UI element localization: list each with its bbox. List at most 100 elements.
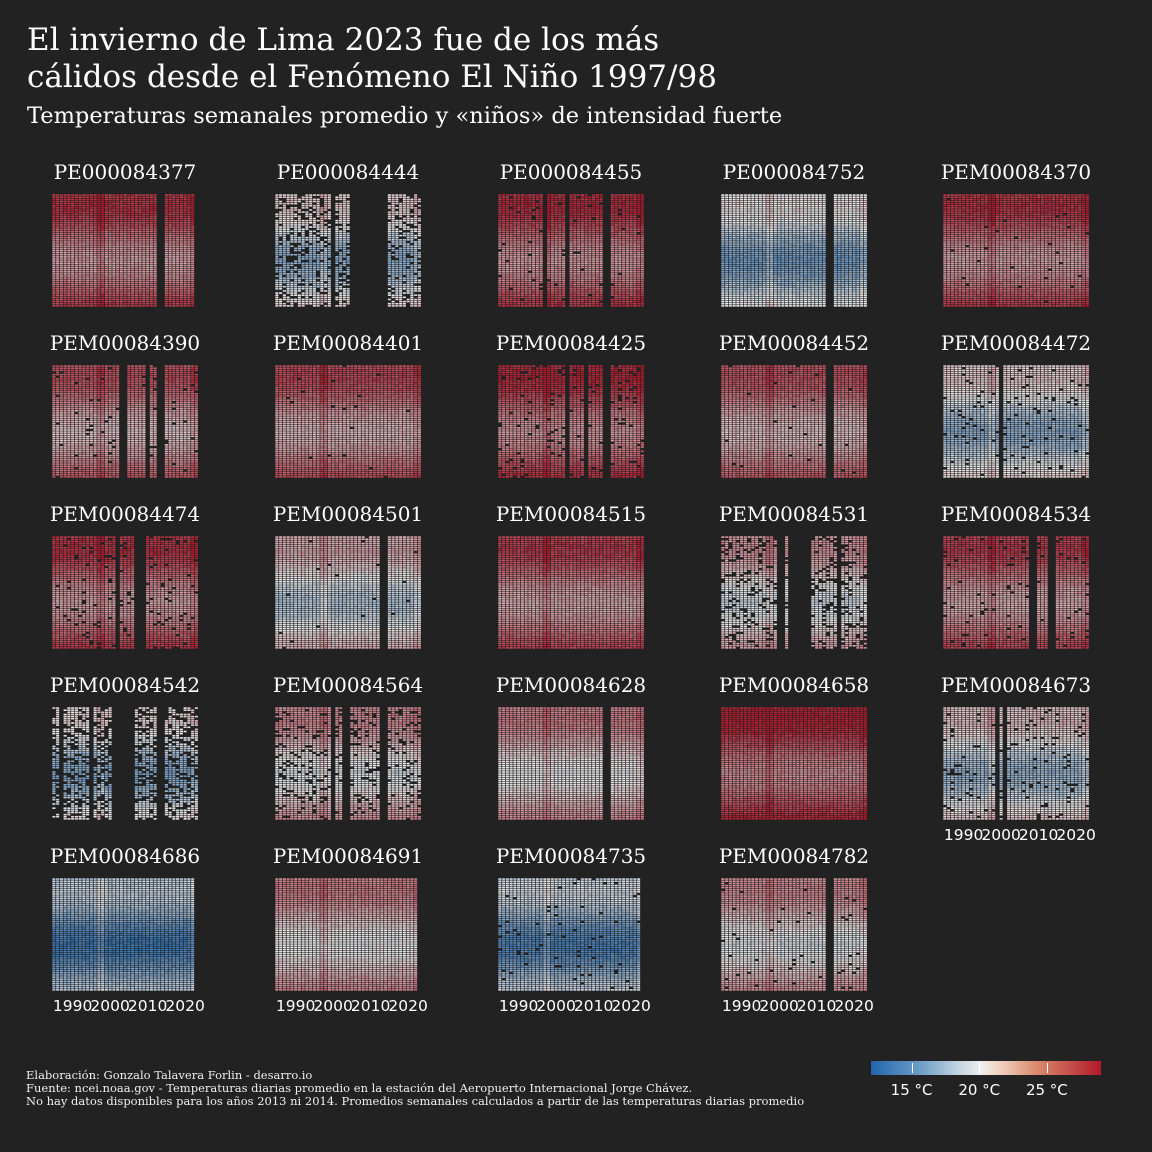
heatmap-cell: [625, 221, 629, 224]
heatmap-cell: [146, 194, 150, 196]
heatmap-cell: [149, 249, 153, 252]
heatmap-cell: [502, 275, 506, 277]
heatmap-cell: [93, 247, 97, 250]
heatmap-cell: [176, 226, 180, 228]
heatmap-cell: [335, 202, 339, 205]
heatmap-cell: [618, 288, 622, 290]
heatmap-cell: [127, 290, 131, 292]
heatmap-cell: [52, 270, 56, 273]
heatmap-cell: [395, 221, 399, 224]
heatmap-cell: [142, 260, 146, 262]
heatmap-cell: [93, 217, 97, 220]
heatmap-cell: [123, 226, 127, 228]
heatmap-cell: [327, 215, 331, 218]
year-column: [346, 194, 350, 305]
year-column: [82, 194, 86, 307]
heatmap-cell: [599, 209, 603, 211]
heatmap-cell: [146, 198, 150, 201]
heatmap-cell: [74, 204, 78, 207]
heatmap-cell: [191, 239, 195, 241]
heatmap-cell: [335, 226, 339, 228]
heatmap-cell: [164, 211, 168, 213]
heatmap-cell: [406, 239, 410, 241]
heatmap-cell: [346, 241, 350, 243]
heatmap-cell: [520, 294, 524, 296]
heatmap-cell: [138, 232, 142, 235]
heatmap-cell: [179, 209, 183, 211]
heatmap-cell: [339, 300, 343, 303]
heatmap-cell: [108, 283, 112, 286]
heatmap-cell: [67, 211, 71, 213]
heatmap-cell: [414, 260, 418, 262]
heatmap-cell: [82, 285, 86, 288]
heatmap-cell: [127, 196, 131, 199]
heatmap-cell: [618, 256, 622, 258]
heatmap-cell: [509, 221, 513, 224]
heatmap-cell: [176, 228, 180, 230]
heatmap-cell: [312, 253, 316, 256]
heatmap-cell: [414, 281, 418, 284]
heatmap-cell: [282, 268, 286, 271]
heatmap-cell: [399, 302, 403, 305]
heatmap-cell: [93, 290, 97, 292]
heatmap-cell: [123, 290, 127, 292]
heatmap-cell: [588, 236, 592, 239]
heatmap-cell: [301, 241, 305, 243]
heatmap-cell: [335, 256, 339, 258]
heatmap-cell: [56, 200, 60, 203]
heatmap-cell: [146, 285, 150, 288]
heatmap-cell: [569, 239, 573, 241]
heatmap-cell: [402, 279, 406, 282]
heatmap-cell: [569, 270, 573, 273]
heatmap-cell: [520, 253, 524, 256]
heatmap-cell: [52, 213, 56, 216]
heatmap-cell: [101, 273, 105, 275]
heatmap-cell: [172, 217, 176, 220]
heatmap-cell: [524, 236, 528, 239]
heatmap-cell: [614, 292, 618, 294]
heatmap-cell: [104, 294, 108, 296]
heatmap-cell: [387, 207, 391, 209]
heatmap-cell: [78, 196, 82, 199]
heatmap-cell: [573, 294, 577, 296]
heatmap-cell: [142, 221, 146, 224]
heatmap-cell: [275, 251, 279, 254]
heatmap-cell: [183, 224, 187, 226]
heatmap-cell: [520, 262, 524, 265]
heatmap-cell: [279, 273, 283, 275]
heatmap-cell: [633, 213, 637, 216]
heatmap-cell: [532, 283, 536, 286]
heatmap-cell: [498, 241, 502, 243]
heatmap-cell: [550, 264, 554, 267]
heatmap-cell: [138, 228, 142, 230]
heatmap-cell: [146, 221, 150, 224]
heatmap-cell: [562, 209, 566, 211]
heatmap-cell: [584, 196, 588, 199]
heatmap-cell: [417, 230, 421, 233]
heatmap-cell: [294, 219, 298, 222]
heatmap-cell: [52, 279, 56, 282]
heatmap-cell: [625, 241, 629, 243]
heatmap-cell: [414, 209, 418, 211]
heatmap-cell: [187, 294, 191, 296]
heatmap-cell: [297, 226, 301, 228]
heatmap-cell: [179, 281, 183, 284]
heatmap-cell: [294, 213, 298, 216]
heatmap-cell: [342, 290, 346, 292]
heatmap-cell: [588, 292, 592, 294]
heatmap-cell: [342, 281, 346, 284]
heatmap-cell: [89, 232, 93, 235]
heatmap-cell: [297, 262, 301, 265]
heatmap-cell: [513, 273, 517, 275]
heatmap-cell: [554, 270, 558, 273]
heatmap-cell: [93, 262, 97, 265]
heatmap-cell: [301, 281, 305, 284]
heatmap-cell: [410, 283, 414, 286]
heatmap-cell: [509, 209, 513, 211]
heatmap-cell: [335, 288, 339, 290]
heatmap-cell: [640, 236, 644, 239]
heatmap-cell: [547, 283, 551, 286]
heatmap-cell: [535, 296, 539, 299]
heatmap-cell: [399, 283, 403, 286]
heatmap-cell: [502, 245, 506, 247]
